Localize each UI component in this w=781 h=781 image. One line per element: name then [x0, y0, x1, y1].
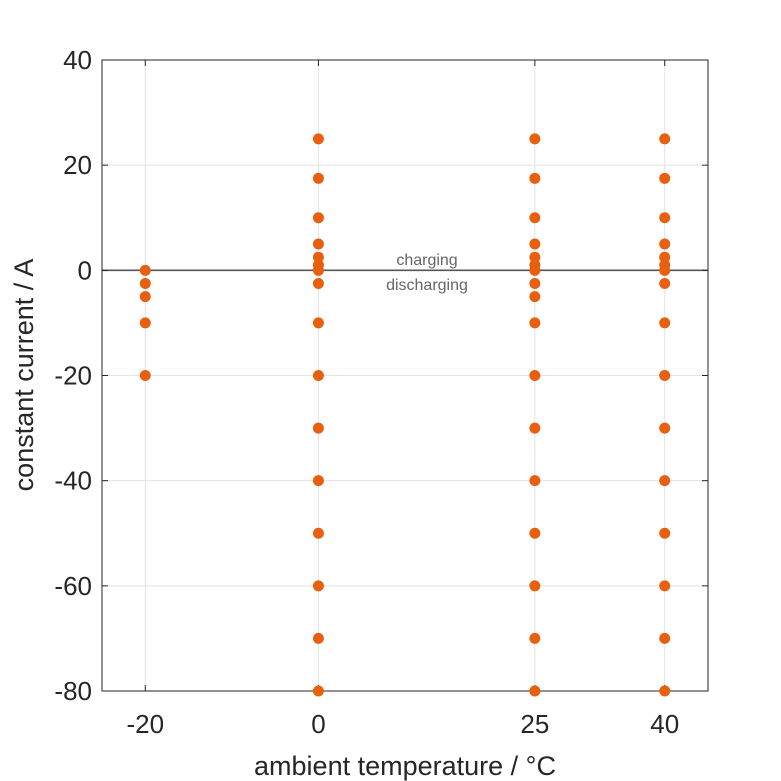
- data-point: [659, 172, 671, 184]
- data-point: [139, 317, 151, 329]
- data-point: [529, 370, 541, 381]
- data-point: [312, 264, 324, 276]
- x-tick-label: 25: [520, 709, 549, 739]
- y-tick-labels: 40 20 0 -20 -40 -60 -80: [54, 45, 92, 706]
- x-axis-label: ambient temperature / °C: [254, 751, 556, 781]
- data-point: [659, 527, 671, 539]
- annotation-charging: charging: [396, 252, 457, 269]
- data-points: [139, 133, 671, 697]
- data-point: [312, 580, 324, 592]
- data-point: [312, 685, 324, 697]
- data-point: [529, 251, 541, 263]
- data-point: [312, 172, 324, 184]
- data-point: [659, 370, 671, 381]
- data-point: [312, 251, 324, 263]
- x-tick-labels: -20 0 25 40: [126, 709, 679, 739]
- y-tick-label: 20: [63, 150, 92, 180]
- data-point: [529, 317, 541, 329]
- data-point: [659, 422, 671, 434]
- data-point: [659, 475, 671, 487]
- data-point: [659, 264, 671, 276]
- data-point: [659, 238, 671, 250]
- data-point: [312, 475, 324, 487]
- y-tick-label: -20: [54, 361, 92, 391]
- data-point: [659, 685, 671, 697]
- data-point: [529, 580, 541, 592]
- x-tick-label: 40: [650, 709, 679, 739]
- data-point: [529, 291, 541, 303]
- y-tick-label: -80: [54, 676, 92, 706]
- data-point: [529, 475, 541, 487]
- data-point: [529, 212, 541, 224]
- data-point: [312, 317, 324, 329]
- data-point: [312, 277, 324, 289]
- data-point: [139, 277, 151, 289]
- data-point: [529, 172, 541, 184]
- data-point: [312, 238, 324, 250]
- data-point: [529, 685, 541, 697]
- data-point: [312, 632, 324, 644]
- data-point: [659, 632, 671, 644]
- data-point: [312, 527, 324, 539]
- y-tick-label: 40: [63, 45, 92, 75]
- y-tick-label: -60: [54, 571, 92, 601]
- data-point: [139, 291, 151, 303]
- data-point: [529, 238, 541, 250]
- data-point: [529, 527, 541, 539]
- y-tick-label: 0: [78, 255, 92, 285]
- data-point: [529, 632, 541, 644]
- data-point: [312, 370, 324, 381]
- x-tick-label: -20: [126, 709, 164, 739]
- data-point: [139, 370, 151, 381]
- y-tick-label: -40: [54, 466, 92, 496]
- x-tick-label: 0: [311, 709, 325, 739]
- data-point: [529, 264, 541, 276]
- grid: [102, 59, 708, 692]
- data-point: [139, 264, 151, 276]
- data-point: [659, 580, 671, 592]
- annotation-discharging: discharging: [386, 277, 468, 294]
- data-point: [659, 133, 671, 145]
- data-point: [659, 212, 671, 224]
- data-point: [312, 133, 324, 145]
- data-point: [529, 133, 541, 145]
- data-point: [659, 317, 671, 329]
- data-point: [312, 422, 324, 434]
- data-point: [312, 212, 324, 224]
- data-point: [529, 422, 541, 434]
- data-point: [659, 251, 671, 263]
- data-point: [659, 277, 671, 289]
- data-point: [529, 277, 541, 289]
- y-axis-label: constant current / A: [9, 259, 39, 492]
